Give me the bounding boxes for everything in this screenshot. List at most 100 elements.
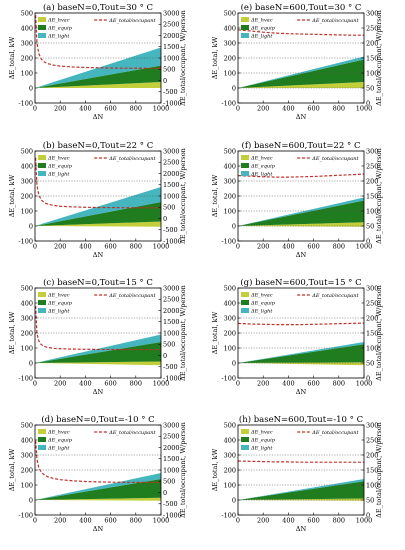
y-tick-label: 300: [224, 314, 236, 322]
area-light: [238, 342, 364, 363]
y-axis-label: ΔE_total, kW: [211, 448, 219, 491]
legend-label-per-occupant: ΔE_total/occupant: [108, 293, 156, 299]
x-tick-label: 600: [104, 517, 116, 525]
y-axis-label: ΔE_total, kW: [8, 311, 16, 354]
y2-tick-label: 500: [163, 341, 175, 349]
y-tick-label: 300: [224, 39, 236, 47]
area-series-group: [238, 197, 364, 227]
legend-swatch-light: [241, 308, 249, 313]
y-axis-label: ΔE_total, kW: [211, 174, 219, 217]
x-tick-label: 1000: [356, 243, 373, 251]
y2-tick-label: 0: [163, 77, 167, 85]
chart-panel-4: (f) baseN=600,Tout=22 ° C 0 200 400 600 800 10…: [211, 140, 383, 259]
y2-tick-label: 1500: [163, 455, 180, 463]
y2-tick-label: 3000: [163, 421, 180, 429]
y2-tick-label: 0: [163, 215, 167, 223]
x-tick-label: 0: [33, 105, 37, 113]
y2-tick-label: 3000: [163, 284, 180, 292]
y2-tick-label: 150: [366, 192, 378, 200]
chart-panel-5: (c) baseN=0,Tout=15 ° C0 200 400 600 800 1000…: [8, 277, 187, 396]
legend-label-per-occupant: ΔE_total/occupant: [108, 18, 156, 24]
legend-label-per-occupant: ΔE_total/occupant: [311, 430, 359, 436]
y2-tick-label: 0: [366, 374, 370, 382]
y2-tick-label: -1000: [163, 374, 182, 382]
y-tick-label: 0: [29, 359, 33, 367]
y-tick-label: 200: [21, 466, 33, 474]
y-tick-label: 200: [224, 329, 236, 337]
x-axis-label: ΔN: [296, 525, 307, 533]
legend-label-light: ΔE_light: [250, 309, 273, 315]
x-tick-label: 800: [333, 105, 345, 113]
chart-title: (f) baseN=600,Tout=22 ° C: [242, 140, 361, 151]
y-tick-label: 0: [232, 222, 236, 230]
per-occupant-line: [238, 460, 364, 463]
legend-label-light: ΔE_light: [250, 446, 273, 452]
y-tick-label: 0: [29, 222, 33, 230]
legend-swatch-light: [241, 171, 249, 176]
y-tick-label: -100: [18, 511, 33, 519]
legend-swatch-light: [38, 33, 46, 38]
y2-tick-label: 100: [366, 344, 378, 352]
legend-label-light: ΔE_light: [47, 172, 70, 178]
x-axis-label: ΔN: [296, 251, 307, 259]
y2-tick-label: 250: [366, 162, 378, 170]
y-tick-label: 100: [21, 481, 33, 489]
legend-label-hvac: ΔE_hvac: [47, 156, 70, 162]
y2-tick-label: -1000: [163, 99, 182, 107]
y2-tick-label: 3000: [163, 147, 180, 155]
y-tick-label: 100: [224, 481, 236, 489]
y2-tick-label: -500: [163, 363, 178, 371]
legend-swatch-hvac: [38, 17, 46, 22]
y-tick-label: 100: [224, 207, 236, 215]
y2-tick-label: 2000: [163, 170, 180, 178]
y-tick-label: -100: [18, 99, 33, 107]
y2-tick-label: 150: [366, 329, 378, 337]
y-tick-label: 500: [224, 147, 236, 155]
legend-label-light: ΔE_light: [250, 34, 273, 40]
x-tick-label: 400: [282, 243, 294, 251]
area-series-group: [238, 56, 364, 88]
y2-tick-label: 50: [366, 496, 374, 504]
y2-tick-label: 100: [366, 481, 378, 489]
y-tick-label: 0: [29, 496, 33, 504]
legend-label-per-occupant: ΔE_total/occupant: [108, 156, 156, 162]
x-tick-label: 1000: [153, 517, 170, 525]
y2-axis-label: ΔE_total/occupant, W/person: [375, 422, 383, 518]
y-tick-label: 400: [224, 24, 236, 32]
legend-swatch-light: [241, 445, 249, 450]
y2-tick-label: 2000: [163, 444, 180, 452]
x-axis-label: ΔN: [296, 388, 307, 396]
x-tick-label: 0: [33, 517, 37, 525]
y2-tick-label: 500: [163, 204, 175, 212]
legend-label-per-occupant: ΔE_total/occupant: [311, 18, 359, 24]
legend-swatch-hvac: [241, 292, 249, 297]
legend-label-per-occupant: ΔE_total/occupant: [311, 156, 359, 162]
x-tick-label: 600: [307, 517, 319, 525]
legend-swatch-hvac: [241, 429, 249, 434]
y2-tick-label: 300: [366, 284, 378, 292]
area-series-group: [35, 187, 161, 227]
x-axis-label: ΔN: [93, 113, 104, 121]
area-hvac: [35, 361, 161, 366]
y-tick-label: 400: [224, 436, 236, 444]
y2-tick-label: -500: [163, 88, 178, 96]
y2-tick-label: 150: [366, 466, 378, 474]
y-tick-label: 500: [224, 421, 236, 429]
x-tick-label: 400: [79, 105, 91, 113]
legend-label-light: ΔE_light: [250, 172, 273, 178]
area-light: [238, 197, 364, 226]
area-series-group: [35, 473, 161, 501]
x-tick-label: 400: [282, 105, 294, 113]
x-tick-label: 800: [333, 380, 345, 388]
legend-swatch-equip: [241, 300, 249, 305]
y2-tick-label: 200: [366, 177, 378, 185]
legend-label-hvac: ΔE_hvac: [250, 156, 273, 162]
y-tick-label: 300: [224, 451, 236, 459]
x-tick-label: 1000: [356, 105, 373, 113]
legend-label-equip: ΔE_equip: [47, 301, 73, 307]
y2-tick-label: 1500: [163, 181, 180, 189]
y2-tick-label: 250: [366, 436, 378, 444]
chart-title: (a) baseN=0,Tout=30 ° C: [43, 2, 153, 13]
y-tick-label: 500: [21, 147, 33, 155]
x-tick-label: 600: [307, 243, 319, 251]
